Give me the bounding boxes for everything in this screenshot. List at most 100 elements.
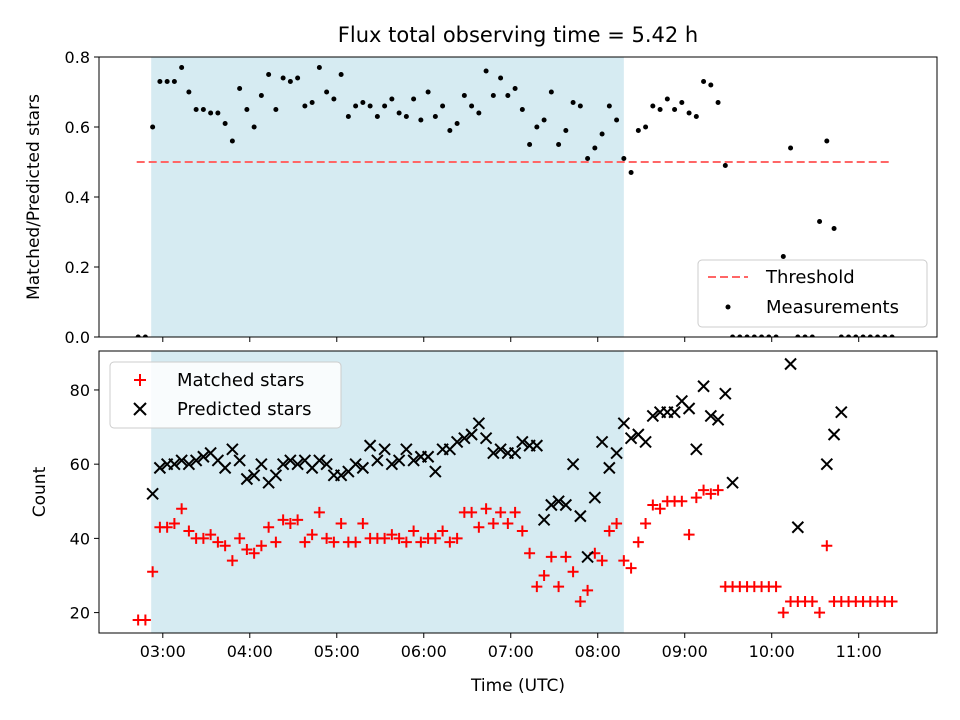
predicted-star-point xyxy=(153,461,167,475)
measurement-point xyxy=(251,124,257,130)
count-x-tick-label: 04:00 xyxy=(227,642,273,661)
predicted-star-point xyxy=(334,469,348,482)
matched-star-point xyxy=(640,518,652,530)
measurement-point xyxy=(693,114,699,119)
ratio-legend-box xyxy=(697,259,928,328)
matched-star-point xyxy=(415,536,427,548)
predicted-star-point xyxy=(624,431,638,445)
predicted-star-point xyxy=(247,469,261,482)
measurement-point xyxy=(135,334,141,337)
measurement-point xyxy=(889,334,895,337)
predicted-star-point xyxy=(617,417,631,430)
count-x-tick-label: 07:00 xyxy=(488,642,534,661)
measurement-point xyxy=(324,89,330,95)
predicted-star-point xyxy=(284,454,297,467)
matched-star-point xyxy=(444,536,456,548)
measurement-point xyxy=(389,96,395,102)
ratio-y-tick-label: 0.0 xyxy=(65,328,90,347)
matched-star-point xyxy=(226,555,238,567)
matched-star-point xyxy=(886,595,898,607)
predicted-star-point xyxy=(690,443,703,456)
predicted-star-point xyxy=(255,457,268,471)
measurement-point xyxy=(570,100,576,105)
measurement-point xyxy=(686,110,692,116)
measurement-point xyxy=(215,110,221,116)
matched-star-point xyxy=(328,536,340,548)
matched-star-point xyxy=(690,492,702,504)
measurement-point xyxy=(142,334,148,337)
matched-stars-points xyxy=(132,484,898,626)
predicted-star-point xyxy=(218,461,232,475)
measurement-point xyxy=(563,128,569,133)
matched-star-point xyxy=(495,506,507,518)
measurement-point xyxy=(780,254,786,259)
predicted-star-point xyxy=(313,454,326,467)
predicted-star-point xyxy=(530,439,544,452)
measurement-point xyxy=(345,114,351,119)
measurement-point xyxy=(715,100,721,105)
matched-star-point xyxy=(574,595,586,607)
predicted-star-point xyxy=(827,428,841,441)
predicted-star-point xyxy=(566,457,580,471)
measurement-point xyxy=(759,334,765,337)
measurement-point xyxy=(672,107,678,112)
matched-star-point xyxy=(683,529,695,541)
measurement-point xyxy=(338,72,344,77)
predicted-star-point xyxy=(392,454,406,467)
measurement-point xyxy=(577,103,583,109)
count-x-tick-label: 09:00 xyxy=(662,642,708,661)
predicted-star-point xyxy=(363,439,377,452)
measurement-point xyxy=(548,89,554,95)
predicted-star-point xyxy=(697,380,710,393)
predicted-star-point xyxy=(711,413,725,426)
measurement-point xyxy=(411,96,417,102)
measurement-point xyxy=(418,117,424,123)
count-x-tick-label: 08:00 xyxy=(575,642,621,661)
ratio-y-tick-label: 0.8 xyxy=(65,48,90,67)
matched-star-point xyxy=(255,540,267,552)
matched-star-point xyxy=(712,484,724,496)
matched-star-point xyxy=(183,525,195,537)
predicted-star-point xyxy=(588,491,602,504)
legend-threshold-label: Threshold xyxy=(765,267,855,288)
matched-star-point xyxy=(647,499,659,511)
legend-matched-swatch xyxy=(134,374,146,386)
measurement-point xyxy=(295,75,301,81)
measurement-point xyxy=(396,110,402,116)
measurement-point xyxy=(229,138,235,144)
measurement-point xyxy=(367,103,373,109)
matched-star-point xyxy=(777,607,789,619)
measurement-point xyxy=(556,142,562,147)
count-x-tick-label: 11:00 xyxy=(836,642,882,661)
predicted-star-point xyxy=(639,435,652,449)
count-y-ticks: 20 40 60 80 xyxy=(70,381,99,623)
measurement-point xyxy=(824,138,830,144)
measurement-points xyxy=(135,65,895,337)
predicted-star-point xyxy=(175,454,188,467)
predicted-star-point xyxy=(378,443,391,456)
matched-star-point xyxy=(205,529,217,541)
matched-star-point xyxy=(596,555,608,567)
predicted-star-point xyxy=(465,428,478,441)
matched-star-point xyxy=(603,525,615,537)
predicted-star-point xyxy=(719,387,732,400)
measurement-point xyxy=(599,131,605,137)
measurement-point xyxy=(309,100,315,105)
measurement-point xyxy=(519,107,525,112)
measurement-point xyxy=(628,170,634,175)
matched-star-point xyxy=(654,503,666,515)
measurement-point xyxy=(853,334,859,337)
measurement-point xyxy=(483,68,489,74)
matched-star-point xyxy=(161,521,173,533)
measurement-point xyxy=(541,117,547,123)
measurement-point xyxy=(817,219,823,224)
matched-star-point xyxy=(567,566,579,578)
matched-star-point xyxy=(480,503,492,515)
measurement-point xyxy=(585,156,591,161)
matched-star-point xyxy=(408,525,420,537)
predicted-star-point xyxy=(182,457,196,471)
predicted-star-point xyxy=(429,465,442,478)
measurement-point xyxy=(809,334,815,337)
ratio-y-ticks: 0.0 0.2 0.4 0.6 0.8 xyxy=(65,48,99,347)
matched-star-point xyxy=(531,581,543,593)
